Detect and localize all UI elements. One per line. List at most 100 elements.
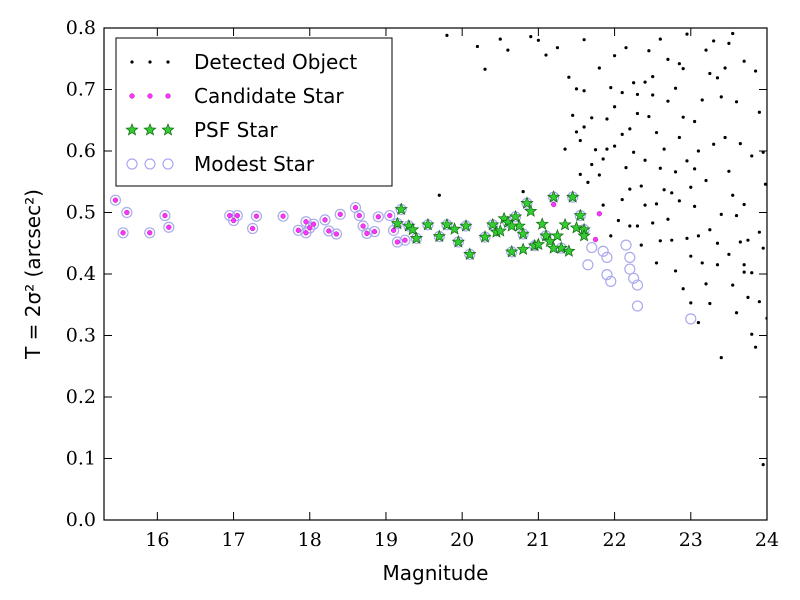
modest-star-point: [292, 224, 304, 236]
detected-object-point: [731, 31, 735, 36]
modest-star-point: [121, 206, 133, 219]
modest-star-point: [631, 300, 644, 312]
legend-entry-psf-star: PSF Star: [125, 118, 278, 142]
series-psf-star: [390, 190, 591, 260]
detected-object-point: [712, 39, 716, 43]
psf-star-point: [394, 202, 408, 216]
legend-marker-detected-object: [148, 60, 152, 64]
modest-star-point: [631, 279, 644, 291]
modest-star-point: [586, 241, 598, 254]
x-tick-label: 18: [298, 529, 322, 551]
modest-star-point: [624, 251, 636, 263]
detected-object-point: [708, 71, 712, 76]
detected-object-point: [612, 105, 617, 109]
psf-star-point: [516, 242, 530, 256]
detected-object-point: [727, 41, 731, 45]
detected-object-point: [620, 90, 624, 95]
x-tick-label: 22: [602, 529, 626, 551]
detected-object-point: [590, 162, 594, 167]
psf-star-point: [447, 222, 462, 235]
detected-object-point: [696, 234, 701, 238]
candidate-star-point: [375, 214, 381, 220]
detected-object-point: [498, 37, 502, 41]
detected-object-point: [605, 147, 609, 151]
detected-object-point: [685, 32, 689, 36]
detected-object-point: [666, 99, 670, 103]
modest-star-point: [109, 194, 122, 206]
legend-entry-modest-star: Modest Star: [126, 152, 315, 176]
modest-star-point: [597, 245, 609, 257]
psf-star-point: [531, 237, 546, 251]
legend-entry-candidate-star: Candidate Star: [129, 84, 344, 108]
detected-object-point: [719, 212, 723, 216]
detected-object-point: [742, 59, 746, 63]
detected-object-point: [693, 167, 697, 171]
series-candidate-star: [112, 197, 602, 245]
y-tick-label: 0.2: [66, 386, 96, 408]
detected-object-point: [712, 142, 716, 146]
modest-star-point: [334, 208, 346, 220]
legend-marker-psf-star: [125, 123, 139, 136]
axes: 16 17 18 19 20 21 22 23 24 0.0 0.1 0.2 0.3 0.4 0.5 0.6 0…: [66, 17, 779, 551]
modest-star-point: [353, 209, 365, 222]
x-tick-label: 23: [679, 529, 703, 551]
detected-object-point: [757, 110, 761, 114]
candidate-star-point: [310, 221, 317, 227]
psf-star-point: [440, 217, 454, 231]
candidate-star-point: [303, 230, 309, 236]
detected-object-point: [574, 130, 579, 134]
legend-label-psf-star: PSF Star: [194, 118, 278, 142]
detected-object-point: [719, 95, 723, 99]
modest-star-point: [250, 210, 263, 222]
detected-object-point: [734, 213, 739, 218]
x-tick-label: 16: [145, 529, 169, 551]
psf-star-point: [432, 229, 446, 243]
candidate-star-point: [360, 223, 366, 229]
modest-star-point: [624, 263, 636, 275]
y-tick-label: 0.8: [66, 17, 96, 39]
psf-star-point: [478, 230, 492, 243]
detected-object-point: [750, 271, 754, 275]
detected-object-point: [578, 138, 582, 143]
y-tick-label: 0.7: [66, 79, 96, 101]
legend-label-candidate-star: Candidate Star: [194, 84, 344, 108]
detected-object-point: [544, 53, 548, 57]
psf-star-point: [573, 208, 587, 222]
psf-star-point: [577, 228, 591, 242]
detected-object-point: [689, 254, 693, 258]
psf-star-point: [451, 235, 465, 248]
detected-object-point: [597, 173, 601, 177]
detected-object-point: [670, 191, 674, 195]
detected-object-point: [715, 76, 720, 80]
detected-object-point: [763, 182, 767, 186]
detected-object-point: [761, 463, 765, 467]
psf-star-point: [463, 247, 477, 260]
detected-object-point: [677, 62, 681, 66]
detected-object-point: [708, 301, 712, 306]
detected-object-point: [746, 238, 750, 242]
modest-star-point: [601, 251, 613, 263]
psf-star-point: [566, 190, 580, 203]
legend-marker-candidate-star: [129, 93, 135, 99]
candidate-star-point: [253, 213, 260, 219]
detected-object-point: [750, 332, 754, 336]
x-tick-label: 24: [755, 529, 779, 551]
candidate-star-point: [596, 211, 602, 217]
detected-object-point: [666, 57, 670, 61]
modest-star-point: [277, 210, 289, 222]
candidate-star-point: [112, 197, 119, 203]
detected-object-point: [635, 224, 640, 228]
detected-object-point: [529, 35, 533, 39]
detected-object-point: [475, 44, 480, 49]
candidate-star-point: [550, 201, 557, 208]
detected-object-point: [681, 115, 685, 119]
detected-object-point: [753, 345, 758, 349]
candidate-star-point: [147, 230, 153, 236]
detected-object-point: [620, 132, 624, 136]
psf-star-point: [505, 219, 519, 232]
detected-object-point: [677, 135, 681, 140]
candidate-star-point: [120, 230, 126, 236]
x-tick-label: 17: [221, 529, 245, 551]
detected-object-point: [643, 158, 647, 162]
candidate-star-point: [333, 231, 340, 237]
